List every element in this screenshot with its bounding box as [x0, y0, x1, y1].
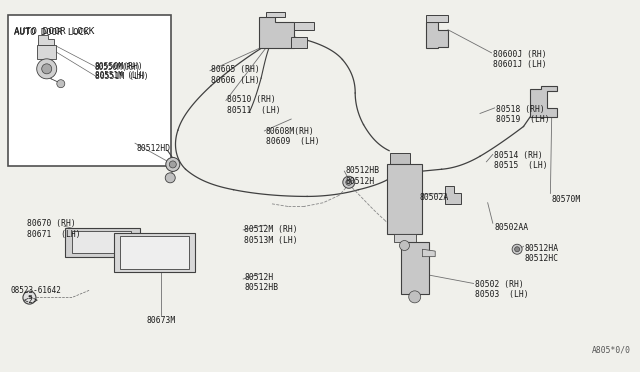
Text: 80502 (RH)
80503  (LH): 80502 (RH) 80503 (LH) — [475, 280, 529, 299]
Circle shape — [512, 244, 522, 254]
Polygon shape — [266, 12, 285, 17]
Text: 80512HA
80512HC: 80512HA 80512HC — [525, 244, 559, 263]
Polygon shape — [37, 45, 56, 59]
Circle shape — [42, 64, 52, 74]
Polygon shape — [65, 228, 140, 257]
Text: 80670 (RH)
80671  (LH): 80670 (RH) 80671 (LH) — [27, 219, 81, 239]
Circle shape — [57, 80, 65, 88]
Circle shape — [399, 241, 410, 250]
Text: 80510 (RH)
80511  (LH): 80510 (RH) 80511 (LH) — [227, 95, 281, 115]
Polygon shape — [422, 249, 435, 257]
Circle shape — [170, 161, 176, 168]
Polygon shape — [426, 22, 448, 48]
Polygon shape — [259, 17, 294, 48]
Text: 80502A: 80502A — [420, 193, 449, 202]
Text: 80550M(RH): 80550M(RH) — [95, 63, 141, 72]
Circle shape — [343, 176, 355, 188]
Polygon shape — [530, 86, 557, 117]
Text: 80551M (LH): 80551M (LH) — [95, 71, 145, 80]
Polygon shape — [114, 232, 195, 272]
Circle shape — [515, 247, 520, 252]
Text: AUTO DOOR LOCK: AUTO DOOR LOCK — [14, 28, 90, 37]
Text: 80512HB
80512H: 80512HB 80512H — [346, 166, 380, 186]
Polygon shape — [394, 234, 416, 242]
Polygon shape — [387, 164, 422, 234]
Text: 80512H
80512HB: 80512H 80512HB — [244, 273, 278, 292]
Circle shape — [165, 173, 175, 183]
Text: A805*0/0: A805*0/0 — [591, 345, 630, 354]
Text: 80550M(RH)
80551M (LH): 80550M(RH) 80551M (LH) — [95, 62, 148, 81]
Bar — [8, 15, 171, 166]
Text: 80605 (RH)
80606 (LH): 80605 (RH) 80606 (LH) — [211, 65, 260, 85]
Polygon shape — [445, 186, 461, 204]
Text: 80518 (RH)
80519  (LH): 80518 (RH) 80519 (LH) — [496, 105, 550, 124]
Text: S: S — [27, 295, 32, 300]
Polygon shape — [120, 236, 189, 269]
Circle shape — [346, 179, 352, 185]
Circle shape — [36, 59, 57, 79]
Circle shape — [23, 291, 36, 304]
Polygon shape — [291, 37, 307, 48]
Polygon shape — [426, 15, 448, 22]
Circle shape — [409, 291, 420, 303]
Circle shape — [166, 157, 180, 171]
Text: 80600J (RH)
80601J (LH): 80600J (RH) 80601J (LH) — [493, 50, 547, 69]
Text: 80673M: 80673M — [147, 316, 176, 325]
Text: 80608M(RH)
80609  (LH): 80608M(RH) 80609 (LH) — [266, 127, 319, 146]
Text: 80512M (RH)
80513M (LH): 80512M (RH) 80513M (LH) — [244, 225, 298, 245]
Text: 08523-61642
   <2>: 08523-61642 <2> — [10, 286, 61, 305]
Polygon shape — [401, 242, 429, 294]
Text: AUTO DOOR LOCK: AUTO DOOR LOCK — [14, 27, 95, 36]
Polygon shape — [38, 35, 54, 45]
Text: 80514 (RH)
80515  (LH): 80514 (RH) 80515 (LH) — [494, 151, 548, 170]
Text: 80502AA: 80502AA — [494, 223, 528, 232]
Polygon shape — [72, 231, 131, 253]
Polygon shape — [390, 153, 410, 166]
Text: 80512HD: 80512HD — [136, 144, 170, 153]
Polygon shape — [294, 22, 314, 30]
Text: 80570M: 80570M — [552, 195, 581, 203]
